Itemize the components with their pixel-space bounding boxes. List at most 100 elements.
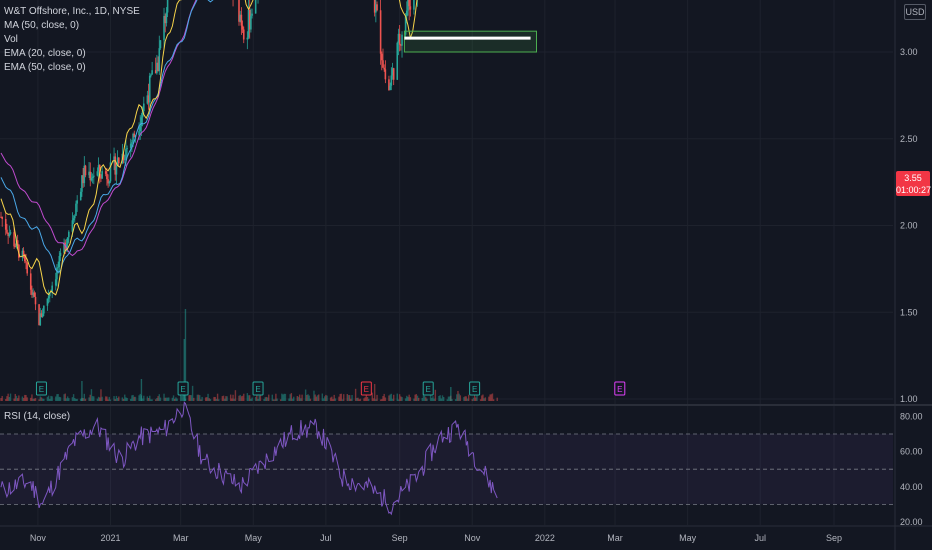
volume-bar (365, 393, 368, 401)
volume-bar (222, 395, 225, 401)
volume-bar (246, 393, 249, 401)
volume-bar (488, 396, 490, 401)
candle-body (409, 6, 412, 10)
volume-bar (121, 397, 124, 401)
candle-body (72, 218, 75, 221)
volume-bar (184, 309, 187, 401)
volume-bar (231, 398, 233, 401)
volume-bar (401, 397, 403, 401)
legend-vol[interactable]: Vol (4, 34, 18, 45)
volume-bar (146, 396, 149, 401)
candle-body (56, 267, 58, 280)
candle-body (101, 171, 103, 179)
earnings-marker-box[interactable] (469, 381, 481, 396)
volume-bar (234, 390, 237, 401)
bar-countdown: 01:00:27 (896, 185, 932, 195)
earnings-marker-box[interactable] (422, 381, 434, 396)
candle-body (238, 0, 240, 22)
candle-body (59, 252, 62, 257)
volume-bar (441, 395, 444, 401)
volume-bar (496, 397, 498, 401)
volume-bar (38, 399, 40, 401)
legend-ema20[interactable]: EMA (20, close, 0) (4, 48, 86, 59)
candle-body (390, 75, 393, 86)
volume-bar (442, 396, 445, 401)
volume-bar (40, 397, 43, 401)
volume-bar (382, 396, 384, 401)
candle-body (163, 15, 165, 41)
candle-body (388, 79, 390, 91)
candle-body (123, 159, 126, 161)
earnings-marker-box[interactable] (35, 381, 47, 396)
candle-body (154, 70, 157, 74)
volume-bar (296, 396, 299, 401)
earnings-marker-box[interactable] (252, 381, 264, 396)
volume-bar (240, 396, 243, 401)
candle-body (248, 9, 251, 30)
candle-body (40, 313, 43, 318)
volume-bar (109, 399, 112, 401)
earnings-marker-box[interactable] (177, 381, 189, 396)
volume-bar (225, 396, 227, 401)
legend-ma50[interactable]: MA (50, close, 0) (4, 20, 80, 31)
candle-body (106, 173, 108, 180)
volume-bar (179, 395, 182, 401)
volume-bar (57, 394, 59, 401)
volume-bar (16, 398, 19, 401)
volume-bar (14, 393, 16, 401)
candle-body (147, 95, 150, 103)
volume-bar (171, 397, 174, 401)
legend-ema50[interactable]: EMA (50, close, 0) (4, 62, 86, 73)
volume-bar (467, 394, 470, 401)
volume-bar (471, 399, 473, 401)
volume-bar (438, 395, 440, 401)
volume-bar (432, 396, 434, 401)
candle-body (115, 165, 118, 175)
volume-bar (132, 394, 134, 401)
candle-body (382, 60, 384, 68)
volume-bar (218, 399, 220, 401)
volume-bar (238, 395, 240, 401)
volume-bar (75, 399, 77, 401)
volume-bar (113, 396, 115, 401)
volume-bar (56, 394, 58, 401)
candle-body (107, 179, 109, 184)
legend-rsi[interactable]: RSI (14, close) (4, 411, 71, 422)
currency-button[interactable]: USD (904, 4, 926, 20)
candle-body (6, 229, 8, 233)
earnings-marker-box[interactable] (360, 381, 372, 396)
volume-bar (288, 398, 290, 401)
volume-bar (448, 396, 451, 401)
volume-bar (464, 396, 466, 401)
earnings-marker-label: E (426, 385, 431, 394)
volume-bar (174, 398, 176, 401)
volume-bar (323, 396, 326, 401)
volume-bar (408, 394, 410, 401)
volume-bar (74, 397, 76, 401)
price-tick-label: 1.00 (900, 394, 918, 404)
volume-bar (481, 395, 483, 401)
volume-bar (15, 395, 18, 401)
volume-bar (116, 398, 119, 401)
volume-bar (289, 394, 291, 401)
volume-bar (354, 388, 357, 401)
volume-bar (124, 394, 126, 401)
volume-bar (43, 398, 45, 401)
volume-bar (351, 395, 353, 401)
volume-bar (456, 394, 458, 401)
earnings-marker-box[interactable] (614, 381, 626, 396)
legend-title[interactable]: W&T Offshore, Inc., 1D, NYSE (4, 6, 140, 17)
volume-bar (331, 396, 333, 401)
volume-bar (326, 395, 328, 401)
volume-bar (390, 393, 393, 401)
volume-bar (122, 398, 125, 401)
candle-body (118, 157, 120, 164)
volume-bar (33, 398, 36, 401)
volume-bar (329, 397, 332, 401)
volume-bar (149, 395, 151, 401)
candle-body (247, 9, 250, 38)
volume-bar (348, 395, 351, 401)
earnings-marker: E (360, 381, 372, 396)
volume-bar (425, 397, 427, 401)
